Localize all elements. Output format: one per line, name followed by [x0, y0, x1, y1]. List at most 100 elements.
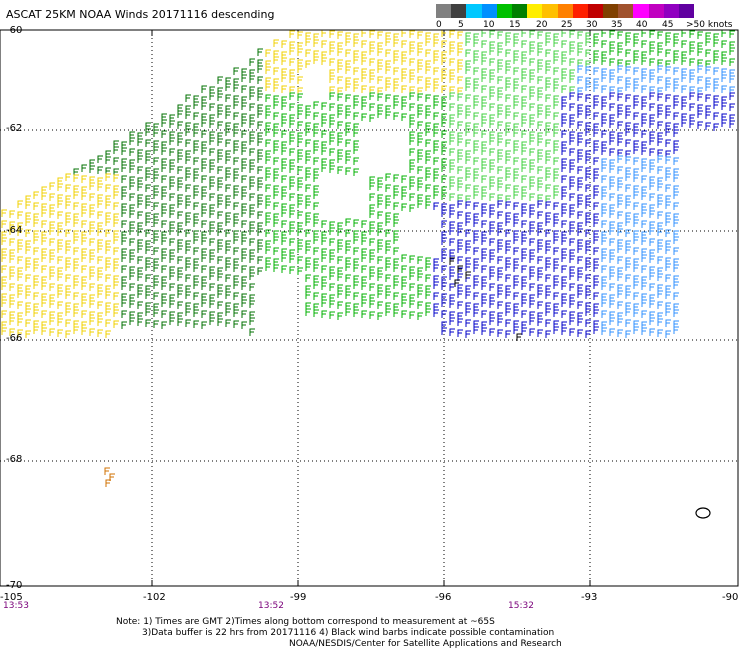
wind-barb [33, 258, 39, 266]
wind-barb [97, 200, 103, 208]
wind-barb [561, 119, 567, 127]
wind-barb [17, 290, 23, 298]
wind-barb [273, 168, 279, 176]
wind-barb [25, 263, 31, 271]
wind-barb [473, 33, 479, 41]
wind-barb [617, 31, 623, 39]
wind-barb [289, 238, 295, 246]
wind-barb [665, 319, 671, 327]
wind-barb [209, 266, 215, 274]
wind-barb [441, 119, 447, 127]
wind-barb [145, 229, 151, 237]
wind-barb [361, 40, 367, 48]
wind-barb [73, 236, 79, 244]
wind-barb [569, 176, 575, 184]
wind-barb [609, 47, 615, 55]
wind-barb [489, 283, 495, 291]
wind-barb [705, 32, 711, 40]
wind-barb [233, 101, 239, 109]
wind-barb [369, 30, 375, 38]
wind-barb [441, 113, 447, 121]
wind-barb [121, 254, 127, 262]
wind-barb [417, 42, 423, 50]
wind-barb [225, 308, 231, 316]
wind-barb [673, 320, 679, 328]
wind-barb [169, 182, 175, 190]
wind-barb [417, 59, 423, 67]
wind-barb [281, 175, 287, 183]
wind-barb [657, 312, 663, 320]
wind-barb [377, 301, 383, 309]
wind-barb [513, 129, 519, 137]
wind-barb [569, 283, 575, 291]
wind-barb [657, 121, 663, 129]
wind-barb [145, 302, 151, 310]
wind-barb [105, 212, 111, 220]
wind-barb [729, 92, 735, 100]
wind-barb [529, 266, 535, 274]
wind-barb [265, 94, 271, 102]
wind-barb [585, 49, 591, 57]
wind-barb [625, 184, 631, 192]
wind-barb [345, 218, 351, 226]
wind-barb [249, 103, 255, 111]
wind-barb [641, 237, 647, 245]
wind-barb [513, 56, 519, 64]
wind-barb [617, 284, 623, 292]
wind-barb [689, 86, 695, 94]
wind-barb [569, 238, 575, 246]
wind-barb [49, 193, 55, 201]
wind-barb [473, 168, 479, 176]
wind-barb [609, 75, 615, 83]
wind-barb [329, 159, 335, 167]
wind-barb [481, 51, 487, 59]
wind-barb [457, 31, 463, 39]
wind-barb [233, 157, 239, 165]
wind-barb [649, 317, 655, 325]
wind-barb [513, 292, 519, 300]
wind-barb [377, 284, 383, 292]
wind-barb [217, 284, 223, 292]
wind-barb [361, 276, 367, 284]
legend-label: 0 [436, 20, 442, 30]
wind-barb [305, 139, 311, 147]
wind-barb [273, 236, 279, 244]
wind-barb [449, 47, 455, 55]
wind-barb [241, 293, 247, 301]
wind-barb [257, 121, 263, 129]
wind-barb [561, 231, 567, 239]
wind-barb [585, 274, 591, 282]
wind-barb [321, 254, 327, 262]
wind-barb [289, 210, 295, 218]
wind-barb [489, 328, 495, 336]
wind-barb [401, 175, 407, 183]
wind-barb [249, 238, 255, 246]
wind-barb [665, 105, 671, 113]
wind-barb [297, 267, 303, 275]
wind-barb [441, 248, 447, 256]
wind-barb [689, 58, 695, 66]
wind-barb [369, 210, 375, 218]
wind-barb [465, 111, 471, 119]
wind-barb [593, 140, 599, 148]
wind-barb [585, 308, 591, 316]
wind-barb [417, 65, 423, 73]
wind-barb [449, 266, 455, 274]
wind-barb [209, 272, 215, 280]
wind-barb [281, 85, 287, 93]
wind-barb [25, 285, 31, 293]
wind-barb [657, 93, 663, 101]
wind-barb [201, 158, 207, 166]
wind-barb [297, 121, 303, 129]
wind-barb [657, 42, 663, 50]
wind-barb [529, 114, 535, 122]
wind-barb [377, 87, 383, 95]
wind-barb [57, 329, 63, 337]
lon-label-96: -96 [435, 592, 452, 603]
wind-barb [409, 92, 415, 100]
wind-barb [225, 156, 231, 164]
wind-barb [513, 33, 519, 41]
wind-barb [489, 86, 495, 94]
wind-barb [137, 312, 143, 320]
wind-barb [489, 165, 495, 173]
